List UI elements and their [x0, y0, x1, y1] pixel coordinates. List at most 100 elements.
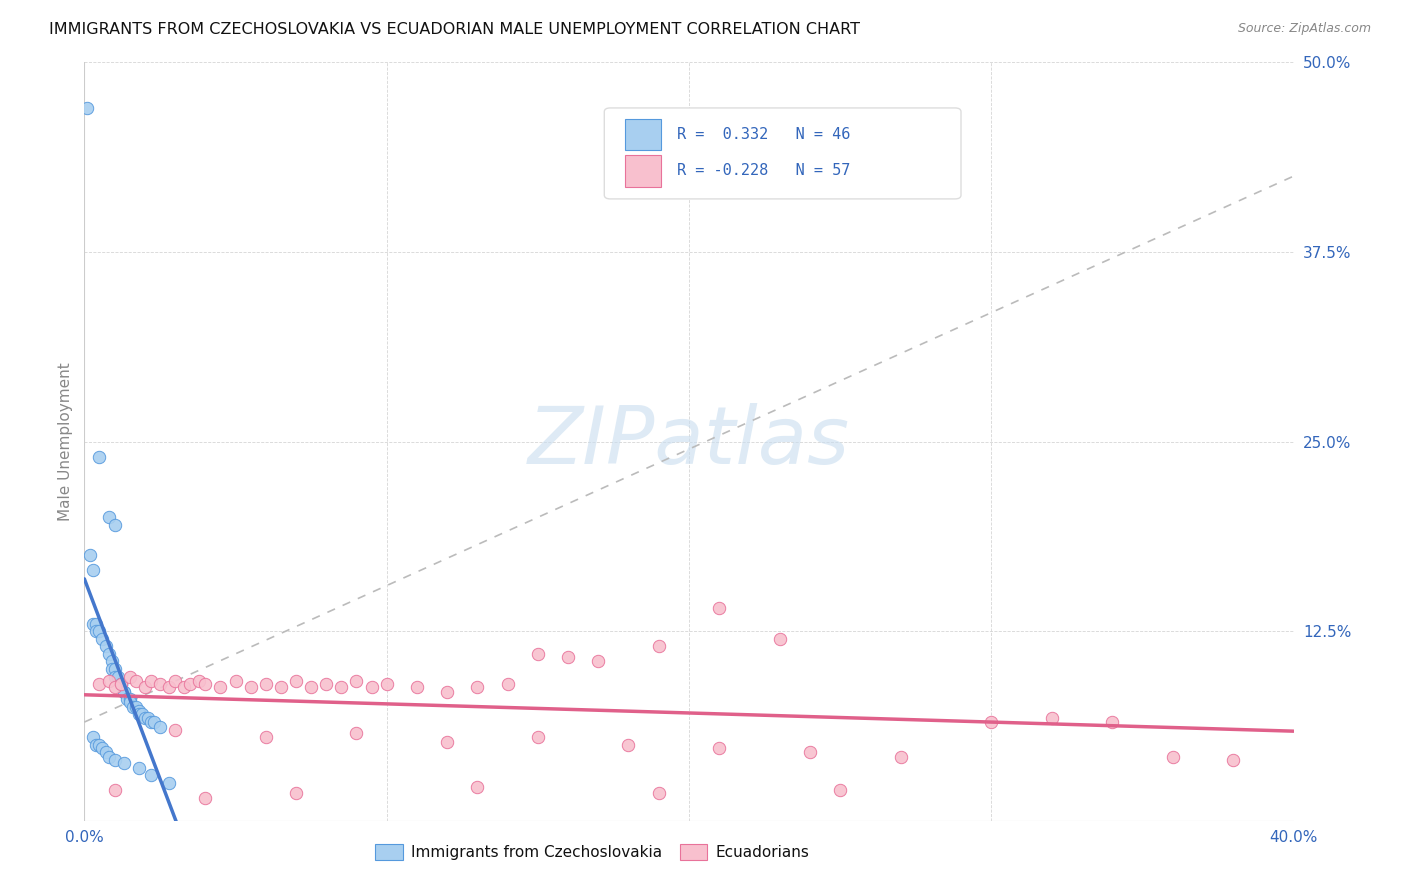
Point	[104, 753, 127, 767]
Point	[82, 730, 104, 744]
Point	[94, 639, 117, 653]
Point	[86, 624, 108, 639]
Point	[799, 746, 821, 760]
Point	[89, 738, 111, 752]
Point	[136, 710, 159, 724]
Point	[104, 680, 127, 694]
Point	[299, 680, 322, 694]
Legend: Immigrants from Czechoslovakia, Ecuadorians: Immigrants from Czechoslovakia, Ecuadori…	[370, 838, 815, 866]
Point	[110, 677, 132, 691]
Point	[128, 760, 150, 774]
Point	[239, 680, 262, 694]
Point	[209, 680, 232, 694]
Point	[139, 768, 162, 782]
Point	[165, 723, 187, 737]
Point	[104, 662, 127, 676]
Point	[496, 677, 519, 691]
Point	[82, 564, 104, 578]
Point	[89, 624, 111, 639]
Point	[89, 677, 111, 691]
Point	[115, 692, 138, 706]
Text: IMMIGRANTS FROM CZECHOSLOVAKIA VS ECUADORIAN MALE UNEMPLOYMENT CORRELATION CHART: IMMIGRANTS FROM CZECHOSLOVAKIA VS ECUADO…	[49, 22, 860, 37]
Point	[467, 780, 489, 795]
Point	[104, 669, 127, 683]
Point	[709, 740, 731, 755]
Point	[97, 510, 120, 524]
FancyBboxPatch shape	[605, 108, 962, 199]
Point	[1101, 715, 1123, 730]
Point	[188, 674, 211, 689]
Point	[112, 756, 135, 770]
Point	[406, 680, 429, 694]
Point	[86, 738, 108, 752]
Point	[648, 639, 671, 653]
FancyBboxPatch shape	[624, 119, 661, 151]
Point	[346, 725, 368, 739]
Point	[980, 715, 1002, 730]
Point	[139, 674, 162, 689]
FancyBboxPatch shape	[624, 155, 661, 186]
Point	[128, 707, 150, 722]
Point	[179, 677, 201, 691]
Point	[1040, 710, 1063, 724]
Point	[110, 677, 132, 691]
Point	[285, 674, 308, 689]
Point	[149, 677, 172, 691]
Point	[1222, 753, 1244, 767]
Point	[97, 647, 120, 661]
Point	[709, 601, 731, 615]
Point	[436, 735, 458, 749]
Point	[100, 662, 122, 676]
Point	[648, 786, 671, 800]
Point	[104, 517, 127, 532]
Point	[76, 101, 98, 115]
Point	[194, 677, 217, 691]
Text: ZIPatlas: ZIPatlas	[527, 402, 851, 481]
Point	[82, 616, 104, 631]
Point	[131, 707, 153, 722]
Point	[125, 674, 148, 689]
Point	[254, 677, 277, 691]
Point	[128, 705, 150, 719]
Point	[436, 685, 458, 699]
Point	[330, 680, 353, 694]
Point	[97, 750, 120, 764]
Point	[157, 776, 180, 790]
Point	[254, 730, 277, 744]
Text: R =  0.332   N = 46: R = 0.332 N = 46	[676, 127, 851, 142]
Point	[830, 783, 852, 797]
Point	[346, 674, 368, 689]
Point	[173, 680, 195, 694]
Text: R = -0.228   N = 57: R = -0.228 N = 57	[676, 163, 851, 178]
Point	[134, 680, 156, 694]
Point	[588, 655, 610, 669]
Point	[149, 720, 172, 734]
Point	[157, 680, 180, 694]
Point	[194, 791, 217, 805]
Point	[270, 680, 292, 694]
Y-axis label: Male Unemployment: Male Unemployment	[58, 362, 73, 521]
Point	[79, 548, 101, 563]
Point	[890, 750, 912, 764]
Point	[125, 699, 148, 714]
Point	[118, 695, 141, 709]
Text: Source: ZipAtlas.com: Source: ZipAtlas.com	[1237, 22, 1371, 36]
Point	[527, 647, 550, 661]
Point	[360, 680, 382, 694]
Point	[86, 616, 108, 631]
Point	[94, 746, 117, 760]
Point	[557, 649, 579, 664]
Point	[315, 677, 337, 691]
Point	[118, 669, 141, 683]
Point	[285, 786, 308, 800]
Point	[617, 738, 640, 752]
Point	[91, 740, 114, 755]
Point	[142, 715, 165, 730]
Point	[769, 632, 792, 646]
Point	[97, 674, 120, 689]
Point	[110, 677, 132, 691]
Point	[1161, 750, 1184, 764]
Point	[112, 685, 135, 699]
Point	[107, 669, 129, 683]
Point	[112, 685, 135, 699]
